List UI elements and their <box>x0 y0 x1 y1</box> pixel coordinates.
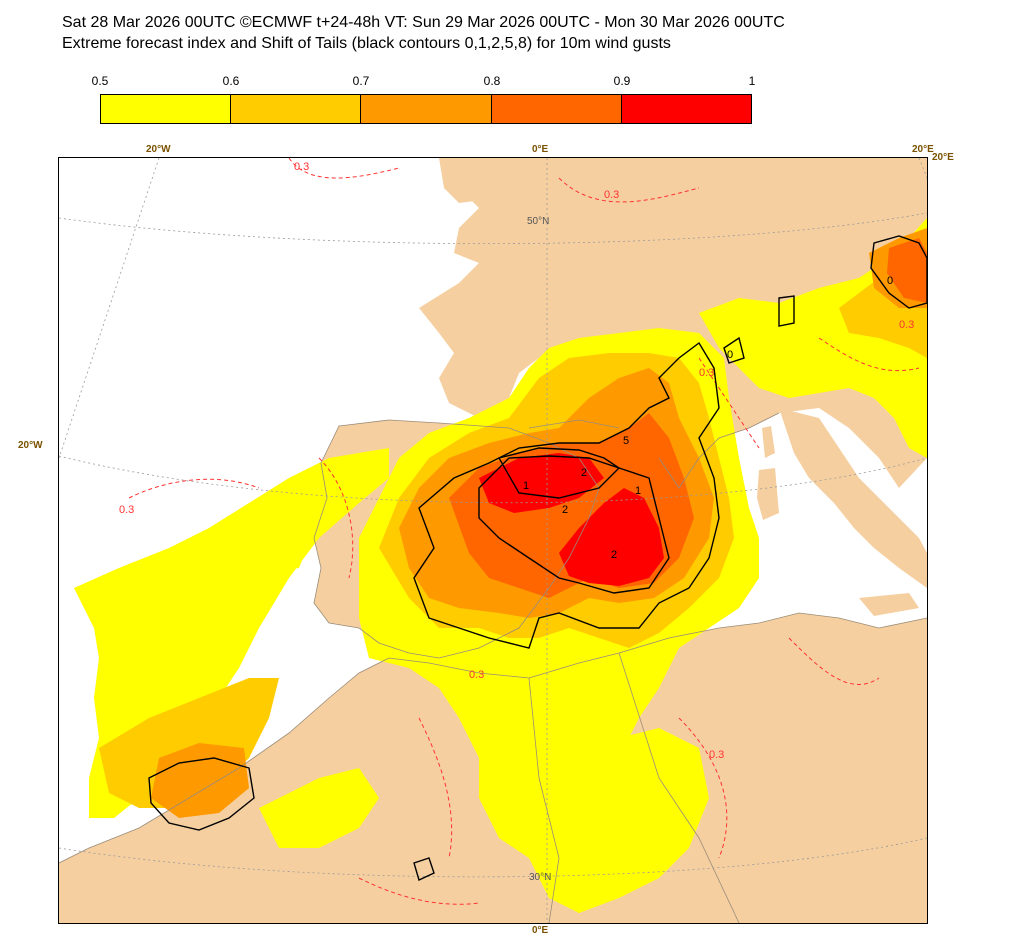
efi-field-05 <box>699 218 927 458</box>
lon-label-0-bottom: 0°E <box>532 925 549 936</box>
map-title-line-1: Sat 28 Mar 2026 00UTC ©ECMWF t+24-48h VT… <box>62 14 785 31</box>
legend-swatch <box>621 95 752 123</box>
efi-label: 0.3 <box>119 504 134 516</box>
map-panel: 1 1 2 2 2 5 0 0 0.3 0.3 0.3 0.3 0.3 0.3 … <box>58 157 928 924</box>
sicily-landmass <box>859 593 919 616</box>
sot-contour-1 <box>148 757 255 831</box>
legend-swatch <box>361 95 492 123</box>
legend-tick: 0.9 <box>613 74 631 88</box>
sot-label: 2 <box>562 504 568 516</box>
legend-tick: 0.8 <box>483 74 501 88</box>
sot-contour-1 <box>478 455 670 594</box>
efi-contour <box>788 637 880 685</box>
border <box>658 412 780 489</box>
efi-field-07 <box>151 743 249 818</box>
italy-landmass <box>779 408 927 588</box>
efi-field-06 <box>99 678 279 808</box>
coastline <box>313 419 600 659</box>
europe-landmass <box>419 158 927 488</box>
efi-contour <box>128 478 260 499</box>
sot-contours <box>148 235 927 881</box>
sot-contour-0 <box>413 341 720 649</box>
border <box>528 419 620 429</box>
graticule-line <box>59 837 927 878</box>
efi-label: 0.3 <box>604 189 619 201</box>
contour-labels: 1 1 2 2 2 5 0 0 0.3 0.3 0.3 0.3 0.3 0.3 … <box>119 161 914 761</box>
efi-field-05 <box>229 528 309 573</box>
coastline <box>59 612 927 864</box>
sot-label: 2 <box>611 549 617 561</box>
sot-label: 1 <box>523 480 529 492</box>
sot-label: 1 <box>635 485 641 497</box>
graticule <box>59 158 927 923</box>
sot-contour-0 <box>778 295 795 327</box>
sot-label: 2 <box>581 467 587 479</box>
sot-contour-0 <box>870 235 927 309</box>
sot-label: 0 <box>727 349 733 361</box>
britain-landmass <box>439 158 529 203</box>
lat-label-50n: 50°N <box>527 216 550 227</box>
efi-dashed-contours <box>128 158 920 905</box>
efi-field-05 <box>259 768 379 848</box>
legend-tick: 0.6 <box>222 74 240 88</box>
sot-contour-0 <box>723 336 745 364</box>
coastlines <box>59 412 927 923</box>
legend-tick: 0.7 <box>352 74 370 88</box>
efi-label: 0.3 <box>899 319 914 331</box>
efi-field-09 <box>559 488 664 586</box>
efi-contour <box>358 877 480 905</box>
lon-label-20w-top: 20°W <box>146 144 171 155</box>
lon-label-20w-left: 20°W <box>18 440 43 451</box>
legend-swatch <box>231 95 362 123</box>
legend-swatch <box>491 95 622 123</box>
graticule-line <box>918 158 927 179</box>
sot-contour-0 <box>413 857 435 881</box>
lon-label-20e-right: 20°E <box>932 152 954 163</box>
efi-label: 0.3 <box>294 161 309 173</box>
legend-tick: 0.5 <box>91 74 109 88</box>
canary-island <box>99 858 121 870</box>
legend-tick: 1 <box>748 74 756 88</box>
sot-contour-2 <box>497 447 621 499</box>
graticule-line <box>59 158 160 459</box>
border <box>528 677 560 923</box>
efi-label: 0.3 <box>699 367 714 379</box>
efi-field-09 <box>479 453 604 513</box>
sardinia-landmass <box>757 468 779 520</box>
sot-label: 5 <box>623 435 629 447</box>
sot-label: 0 <box>887 275 893 287</box>
efi-shading <box>74 218 927 913</box>
efi-field-08 <box>887 238 927 303</box>
efi-contour <box>678 717 728 859</box>
legend-colorbar <box>100 94 752 124</box>
efi-field-05 <box>499 728 709 913</box>
map-title-line-2: Extreme forecast index and Shift of Tail… <box>62 35 671 52</box>
efi-contour <box>318 457 354 579</box>
lat-label-30n: 30°N <box>529 872 552 883</box>
legend-swatch <box>101 95 232 123</box>
map-canvas: 1 1 2 2 2 5 0 0 0.3 0.3 0.3 0.3 0.3 0.3 … <box>59 158 927 923</box>
efi-contour <box>418 717 453 859</box>
efi-label: 0.3 <box>709 749 724 761</box>
efi-label: 0.3 <box>469 669 484 681</box>
lon-label-20e-top: 20°E <box>912 144 934 155</box>
border <box>618 652 740 923</box>
corsica-landmass <box>762 426 775 458</box>
lon-label-0-top: 0°E <box>532 144 549 155</box>
